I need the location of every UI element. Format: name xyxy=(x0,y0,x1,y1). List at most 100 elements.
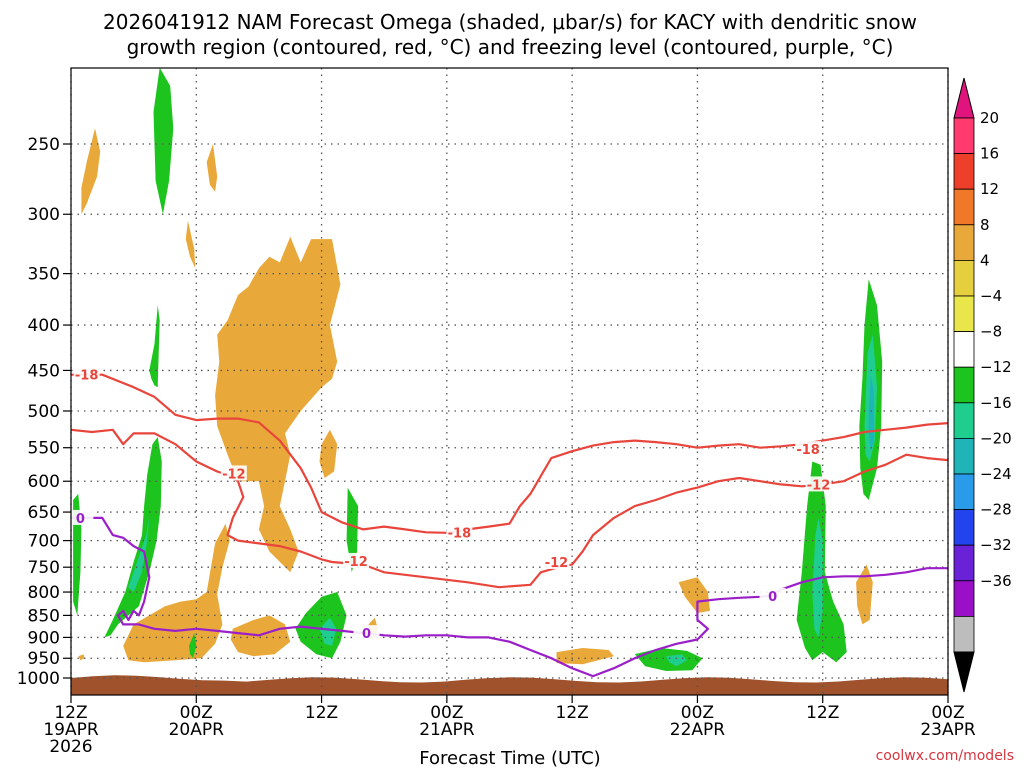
omega-region-sinking-12 xyxy=(149,305,160,388)
colorbar-label-6: −8 xyxy=(980,323,1002,341)
colorbar-label-12: −32 xyxy=(980,536,1012,554)
omega-region-rising-10 xyxy=(678,577,710,614)
omega-region-rising-2 xyxy=(206,144,218,192)
ytick-label-700: 700 xyxy=(28,532,60,552)
colorbar-label-7: −12 xyxy=(980,358,1012,376)
omega-region-sinking-19 xyxy=(319,617,337,646)
contour-label-1-1: -12 xyxy=(344,555,368,570)
omega-region-rising-0 xyxy=(81,128,101,215)
xtick-label-48-0: 12Z xyxy=(556,703,589,723)
colorbar-label-9: −20 xyxy=(980,429,1012,447)
contour-label-2-1: 0 xyxy=(362,627,371,642)
chart-title-line1: 2026041912 NAM Forecast Omega (shaded, μ… xyxy=(103,10,917,34)
ytick-label-850: 850 xyxy=(28,606,60,626)
omega-region-sinking-15 xyxy=(104,437,162,638)
omega-region-sinking-18 xyxy=(295,592,347,659)
xtick-label-84-0: 00Z xyxy=(931,703,964,723)
ytick-label-950: 950 xyxy=(28,649,60,669)
xtick-label-60-1: 22APR xyxy=(670,720,726,740)
colorbar-segment-0 xyxy=(953,117,975,154)
chart-title-line2: growth region (contoured, red, °C) and f… xyxy=(127,35,894,59)
colorbar-segment-9 xyxy=(953,437,975,475)
colorbar: 20 16 12 8 4 −4 −8 −12 −16 −20 −24 −28 −32 −36 xyxy=(953,77,1012,693)
ground-surface xyxy=(71,675,948,695)
ytick-label-500: 500 xyxy=(28,402,60,422)
colorbar-label-4: 4 xyxy=(980,251,990,269)
ytick-label-1000: 1000 xyxy=(17,669,60,689)
contour-label-1-3: -12 xyxy=(807,478,831,493)
omega-region-rising-8 xyxy=(78,654,85,661)
ytick-label-800: 800 xyxy=(28,583,60,603)
ytick-label-300: 300 xyxy=(28,205,60,225)
plot-frame xyxy=(70,67,949,696)
contour-dgz-1 xyxy=(71,428,948,589)
ytick-label-900: 900 xyxy=(28,628,60,648)
contour-label-2-0: 0 xyxy=(76,512,85,527)
contour-label-bg-0-0 xyxy=(73,366,100,382)
credit-text: coolwx.com/models xyxy=(876,748,1014,764)
colorbar-segment-8 xyxy=(953,402,975,439)
xtick-label-12-1: 20APR xyxy=(169,720,225,740)
colorbar-label-10: −24 xyxy=(980,465,1012,483)
ytick-label-250: 250 xyxy=(28,135,60,155)
colorbar-label-2: 12 xyxy=(980,180,999,198)
xtick-label-0-2: 2026 xyxy=(49,737,92,757)
contour-label-bg-2-2 xyxy=(759,587,786,603)
omega-region-rising-4 xyxy=(319,429,338,478)
contour-label-0-2: -18 xyxy=(796,443,820,458)
omega-region-rising-11 xyxy=(856,564,873,625)
colorbar-segment-2 xyxy=(953,188,975,226)
omega-shading-layer xyxy=(73,68,883,671)
omega-region-sinking-22 xyxy=(666,654,687,667)
omega-region-rising-3 xyxy=(215,236,341,573)
x-axis-label: Forecast Time (UTC) xyxy=(419,748,600,768)
ytick-label-450: 450 xyxy=(28,361,60,381)
colorbar-label-11: −28 xyxy=(980,501,1012,519)
colorbar-segment-12 xyxy=(953,544,975,582)
xtick-label-36-1: 21APR xyxy=(419,720,475,740)
colorbar-bottom-arrow xyxy=(953,651,975,693)
contour-label-0-0: -18 xyxy=(75,369,99,384)
xtick-label-0-1: 19APR xyxy=(43,720,99,740)
xtick-label-36-0: 00Z xyxy=(430,703,463,723)
colorbar-segment-1 xyxy=(953,153,975,190)
contour-label-2-2: 0 xyxy=(768,590,777,605)
xtick-label-84-1: 23APR xyxy=(920,720,976,740)
colorbar-label-3: 8 xyxy=(980,216,990,234)
omega-region-sinking-13 xyxy=(153,68,174,215)
contour-label-bg-1-1 xyxy=(343,552,370,568)
colorbar-label-1: 16 xyxy=(980,145,999,163)
omega-region-sinking-20 xyxy=(346,487,359,573)
ytick-label-400: 400 xyxy=(28,316,60,336)
xtick-label-0-0: 12Z xyxy=(54,703,87,723)
colorbar-segment-7 xyxy=(953,366,975,404)
colorbar-label-13: −36 xyxy=(980,572,1012,590)
colorbar-segment-3 xyxy=(953,224,975,261)
colorbar-label-5: −4 xyxy=(980,287,1002,305)
xtick-label-72-0: 12Z xyxy=(806,703,839,723)
y-axis: 2503003504004505005506006507007508008509… xyxy=(17,135,71,689)
colorbar-segment-14 xyxy=(953,616,975,653)
contour-label-bg-1-2 xyxy=(543,554,570,570)
contour-label-0-1: -18 xyxy=(448,526,472,541)
contour-label-bg-0-2 xyxy=(795,441,822,457)
contour-label-1-2: -12 xyxy=(545,556,569,571)
colorbar-segment-10 xyxy=(953,473,975,510)
colorbar-segment-5 xyxy=(953,295,975,332)
colorbar-segment-13 xyxy=(953,580,975,617)
ytick-label-650: 650 xyxy=(28,503,60,523)
contour-label-bg-1-0 xyxy=(220,465,247,481)
ytick-label-600: 600 xyxy=(28,472,60,492)
contour-label-bg-0-1 xyxy=(446,524,473,540)
ground-layer xyxy=(71,675,948,695)
contour-label-bg-2-0 xyxy=(71,509,94,525)
xtick-label-12-0: 00Z xyxy=(180,703,213,723)
contour-label-bg-1-3 xyxy=(805,476,832,492)
ytick-label-350: 350 xyxy=(28,265,60,285)
omega-region-sinking-17 xyxy=(189,633,197,659)
colorbar-label-0: 20 xyxy=(980,109,999,127)
omega-region-rising-1 xyxy=(185,220,196,269)
colorbar-top-arrow xyxy=(953,77,975,119)
colorbar-segment-6 xyxy=(953,331,975,368)
